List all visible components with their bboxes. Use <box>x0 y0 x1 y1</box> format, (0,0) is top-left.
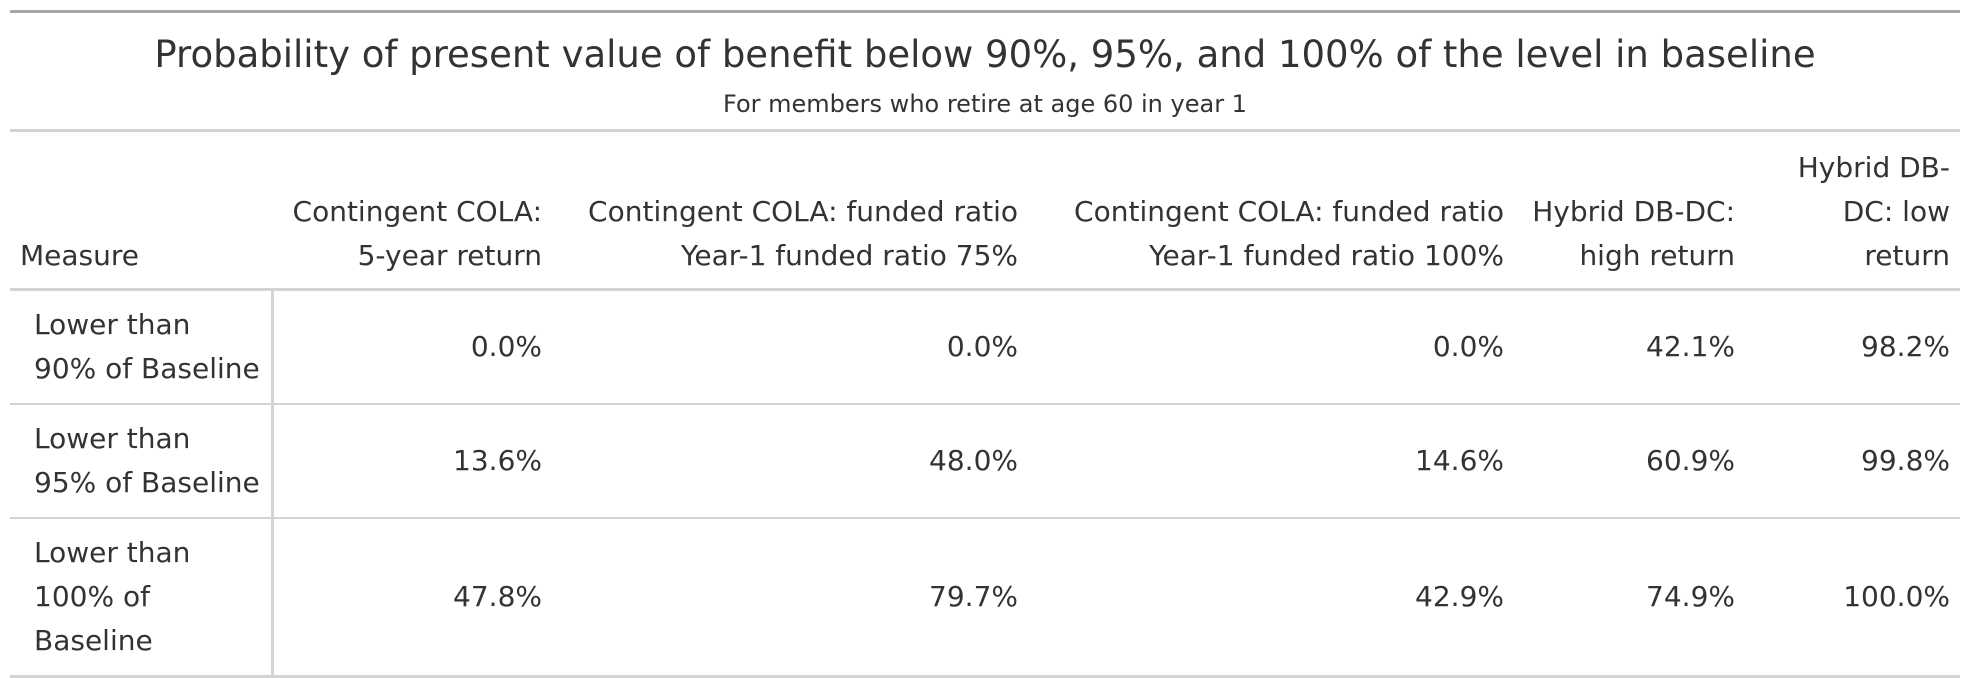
table-cell: 47.8% <box>453 580 542 613</box>
table-row: Lower than 95% of Baseline 13.6% 48.0% 1… <box>10 404 1960 518</box>
table-cell: 98.2% <box>1861 330 1950 363</box>
column-header-line1: Hybrid DB-DC: <box>1532 195 1735 228</box>
table-cell: 48.0% <box>929 444 1018 477</box>
row-label: Lower than 90% of Baseline <box>10 289 274 404</box>
column-header-line1: Contingent COLA: <box>292 195 542 228</box>
column-header: Hybrid DB- DC: low return <box>1745 131 1960 290</box>
table-cell: 13.6% <box>453 444 542 477</box>
table-row: Lower than 90% of Baseline 0.0% 0.0% 0.0… <box>10 289 1960 404</box>
table-title: Probability of present value of benefit … <box>154 33 1816 76</box>
column-header-line2: high return <box>1579 239 1735 272</box>
table-subtitle: For members who retire at age 60 in year… <box>723 90 1247 118</box>
column-header: Contingent COLA: funded ratio Year-1 fun… <box>1028 131 1514 290</box>
row-label: Lower than 100% of Baseline <box>10 518 274 677</box>
table-cell: 60.9% <box>1646 444 1735 477</box>
column-header-line1: Contingent COLA: funded ratio <box>588 195 1018 228</box>
column-header: Hybrid DB-DC: high return <box>1514 131 1745 290</box>
table-row: Lower than 100% of Baseline 47.8% 79.7% … <box>10 518 1960 677</box>
table-container: Probability of present value of benefit … <box>10 10 1960 678</box>
column-header: Contingent COLA: funded ratio Year-1 fun… <box>552 131 1028 290</box>
column-header-line1: Contingent COLA: funded ratio <box>1074 195 1504 228</box>
header-row: Measure Contingent COLA: 5-year return C… <box>10 130 1960 290</box>
column-header-line2: Year-1 funded ratio 100% <box>1149 239 1504 272</box>
table-cell: 79.7% <box>929 580 1018 613</box>
table-cell: 42.1% <box>1646 330 1735 363</box>
table-cell: 14.6% <box>1415 444 1504 477</box>
table-cell: 0.0% <box>946 330 1018 363</box>
data-table: Measure Contingent COLA: 5-year return C… <box>10 129 1960 678</box>
column-header-line2: 5-year return <box>357 239 542 272</box>
column-header-line2: DC: low return <box>1842 195 1950 272</box>
column-header-line2: Year-1 funded ratio 75% <box>680 239 1018 272</box>
column-header: Contingent COLA: 5-year return <box>272 131 552 290</box>
table-cell: 42.9% <box>1415 580 1504 613</box>
table-cell: 0.0% <box>470 330 542 363</box>
table-cell: 99.8% <box>1861 444 1950 477</box>
table-cell: 100.0% <box>1843 580 1950 613</box>
table-cell: 0.0% <box>1432 330 1504 363</box>
column-header-measure: Measure <box>20 239 139 272</box>
row-label: Lower than 95% of Baseline <box>10 404 274 518</box>
column-header-line1: Hybrid DB- <box>1797 151 1950 184</box>
table-cell: 74.9% <box>1646 580 1735 613</box>
